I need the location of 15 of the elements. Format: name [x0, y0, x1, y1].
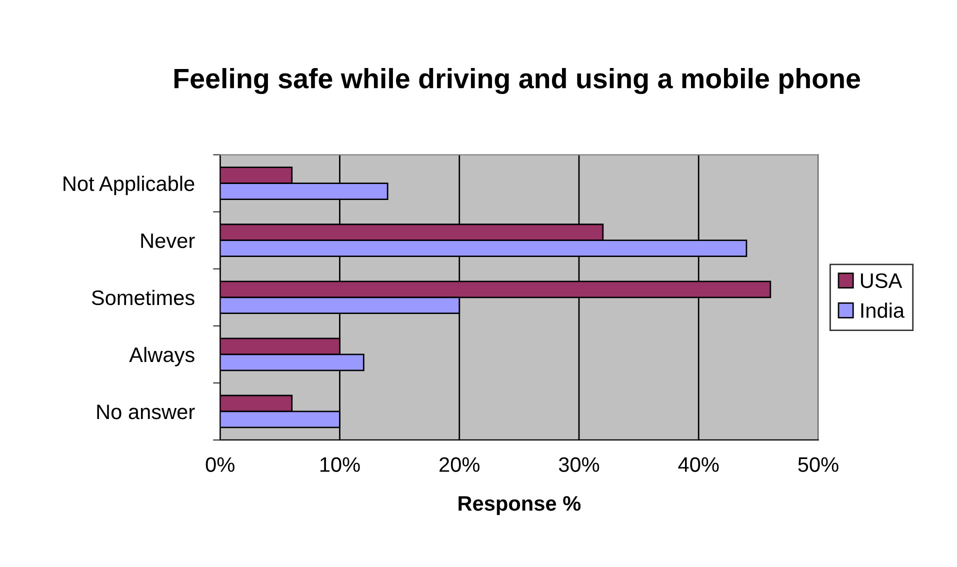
chart-title: Feeling safe while driving and using a mobile phone [174, 68, 860, 94]
y-tick-label: No answer [97, 404, 195, 420]
y-tick-label: Not Applicable [64, 176, 194, 196]
legend-label: USA [860, 273, 902, 288]
x-tick-label: 40% [678, 457, 719, 472]
y-tick-label: Sometimes [92, 290, 194, 306]
legend-label: India [861, 302, 905, 318]
y-tick-label: Always [129, 346, 194, 366]
y-tick-label: Never [141, 234, 195, 248]
x-tick-label: 20% [440, 457, 480, 472]
x-tick-label: 0% [206, 457, 234, 472]
x-tick-label: 30% [558, 457, 600, 472]
x-tick-label: 50% [798, 457, 838, 472]
x-tick-label: 10% [320, 457, 360, 472]
x-axis-title: Response % [458, 496, 581, 515]
